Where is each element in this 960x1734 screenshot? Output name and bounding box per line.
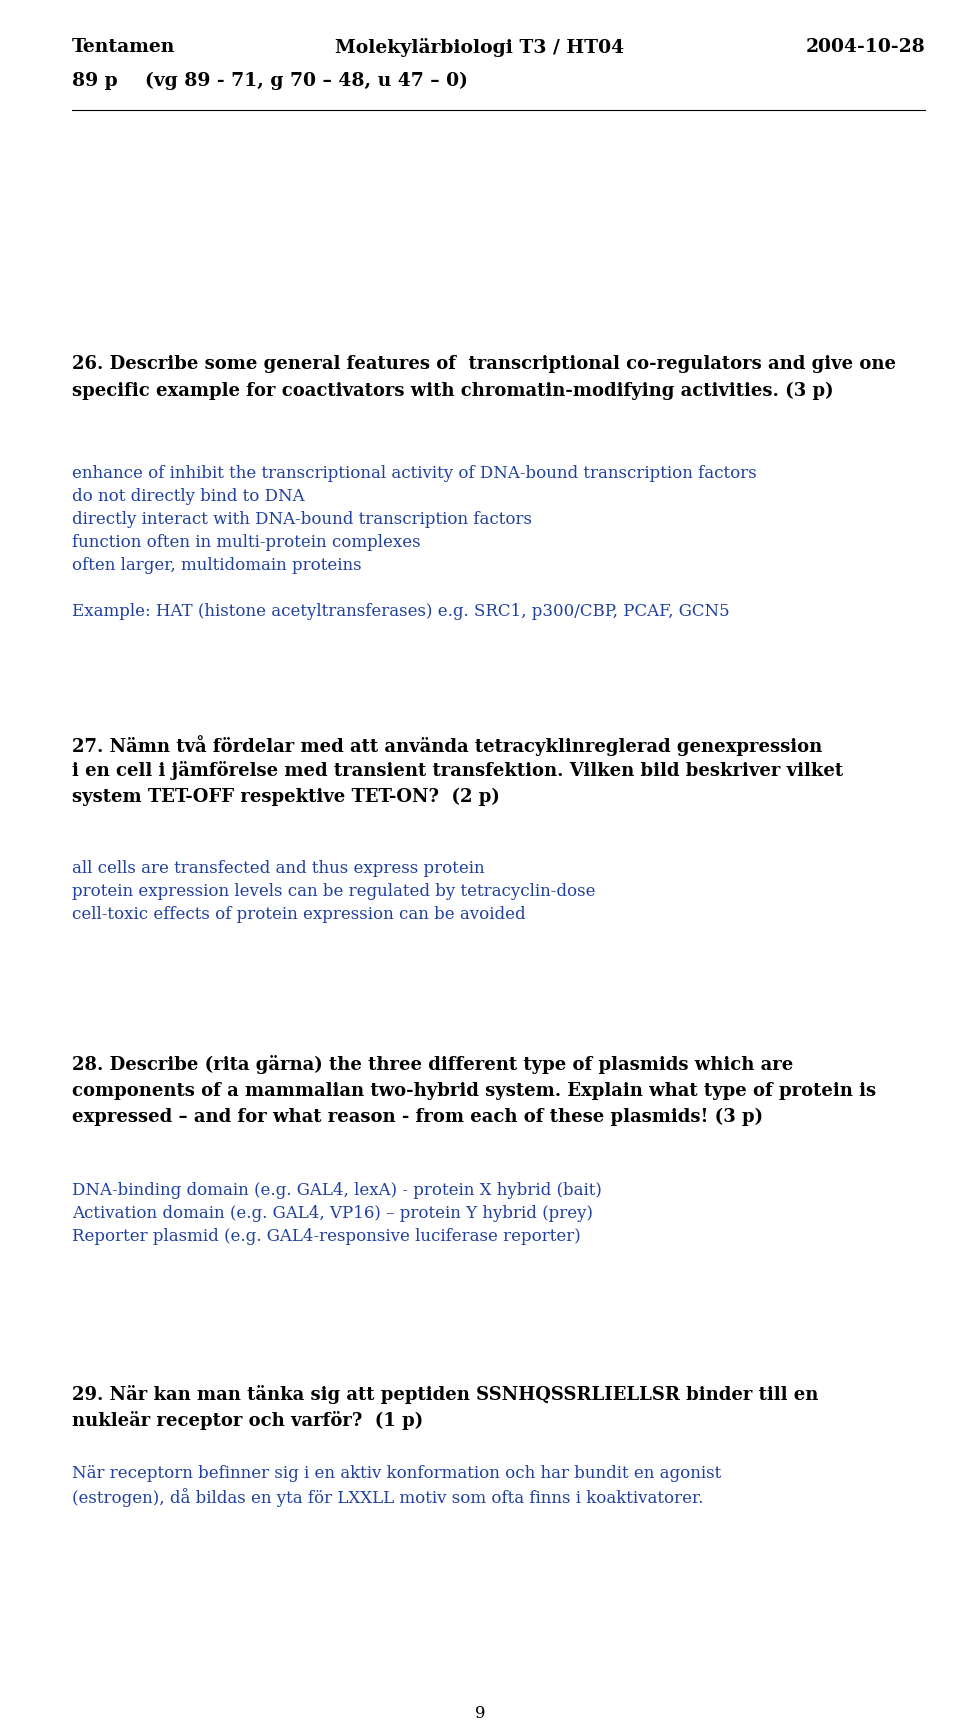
Text: enhance of inhibit the transcriptional activity of DNA-bound transcription facto: enhance of inhibit the transcriptional a…	[72, 465, 756, 482]
Text: Reporter plasmid (e.g. GAL4-responsive luciferase reporter): Reporter plasmid (e.g. GAL4-responsive l…	[72, 1228, 581, 1245]
Text: protein expression levels can be regulated by tetracyclin-dose: protein expression levels can be regulat…	[72, 883, 595, 900]
Text: Molekylärbiologi T3 / HT04: Molekylärbiologi T3 / HT04	[335, 38, 625, 57]
Text: system TET-OFF respektive TET-ON?  (2 p): system TET-OFF respektive TET-ON? (2 p)	[72, 787, 500, 806]
Text: cell-toxic effects of protein expression can be avoided: cell-toxic effects of protein expression…	[72, 905, 526, 922]
Text: 26. Describe some general features of  transcriptional co-regulators and give on: 26. Describe some general features of tr…	[72, 355, 896, 373]
Text: function often in multi-protein complexes: function often in multi-protein complexe…	[72, 534, 420, 551]
Text: components of a mammalian two-hybrid system. Explain what type of protein is: components of a mammalian two-hybrid sys…	[72, 1082, 876, 1099]
Text: nukleär receptor och varför?  (1 p): nukleär receptor och varför? (1 p)	[72, 1411, 423, 1431]
Text: 27. Nämn två fördelar med att använda tetracyklinreglerad genexpression: 27. Nämn två fördelar med att använda te…	[72, 735, 823, 756]
Text: i en cell i jämförelse med transient transfektion. Vilken bild beskriver vilket: i en cell i jämförelse med transient tra…	[72, 761, 843, 780]
Text: (estrogen), då bildas en yta för LXXLL motiv som ofta finns i koaktivatorer.: (estrogen), då bildas en yta för LXXLL m…	[72, 1488, 704, 1507]
Text: do not directly bind to DNA: do not directly bind to DNA	[72, 487, 304, 505]
Text: 89 p: 89 p	[72, 73, 118, 90]
Text: all cells are transfected and thus express protein: all cells are transfected and thus expre…	[72, 860, 485, 877]
Text: DNA-binding domain (e.g. GAL4, lexA) - protein X hybrid (bait): DNA-binding domain (e.g. GAL4, lexA) - p…	[72, 1183, 602, 1198]
Text: (vg 89 - 71, g 70 – 48, u 47 – 0): (vg 89 - 71, g 70 – 48, u 47 – 0)	[145, 73, 468, 90]
Text: 9: 9	[475, 1705, 485, 1722]
Text: 29. När kan man tänka sig att peptiden SSNHQSSRLIELLSR binder till en: 29. När kan man tänka sig att peptiden S…	[72, 1385, 818, 1405]
Text: Tentamen: Tentamen	[72, 38, 176, 55]
Text: När receptorn befinner sig i en aktiv konformation och har bundit en agonist: När receptorn befinner sig i en aktiv ko…	[72, 1465, 721, 1483]
Text: 28. Describe (rita gärna) the three different type of plasmids which are: 28. Describe (rita gärna) the three diff…	[72, 1054, 793, 1073]
Text: expressed – and for what reason - from each of these plasmids! (3 p): expressed – and for what reason - from e…	[72, 1108, 763, 1127]
Text: often larger, multidomain proteins: often larger, multidomain proteins	[72, 557, 362, 574]
Text: specific example for coactivators with chromatin-modifying activities. (3 p): specific example for coactivators with c…	[72, 381, 833, 401]
Text: directly interact with DNA-bound transcription factors: directly interact with DNA-bound transcr…	[72, 512, 532, 527]
Text: Example: HAT (histone acetyltransferases) e.g. SRC1, p300/CBP, PCAF, GCN5: Example: HAT (histone acetyltransferases…	[72, 603, 730, 621]
Text: 2004-10-28: 2004-10-28	[805, 38, 925, 55]
Text: Activation domain (e.g. GAL4, VP16) – protein Y hybrid (prey): Activation domain (e.g. GAL4, VP16) – pr…	[72, 1205, 593, 1222]
